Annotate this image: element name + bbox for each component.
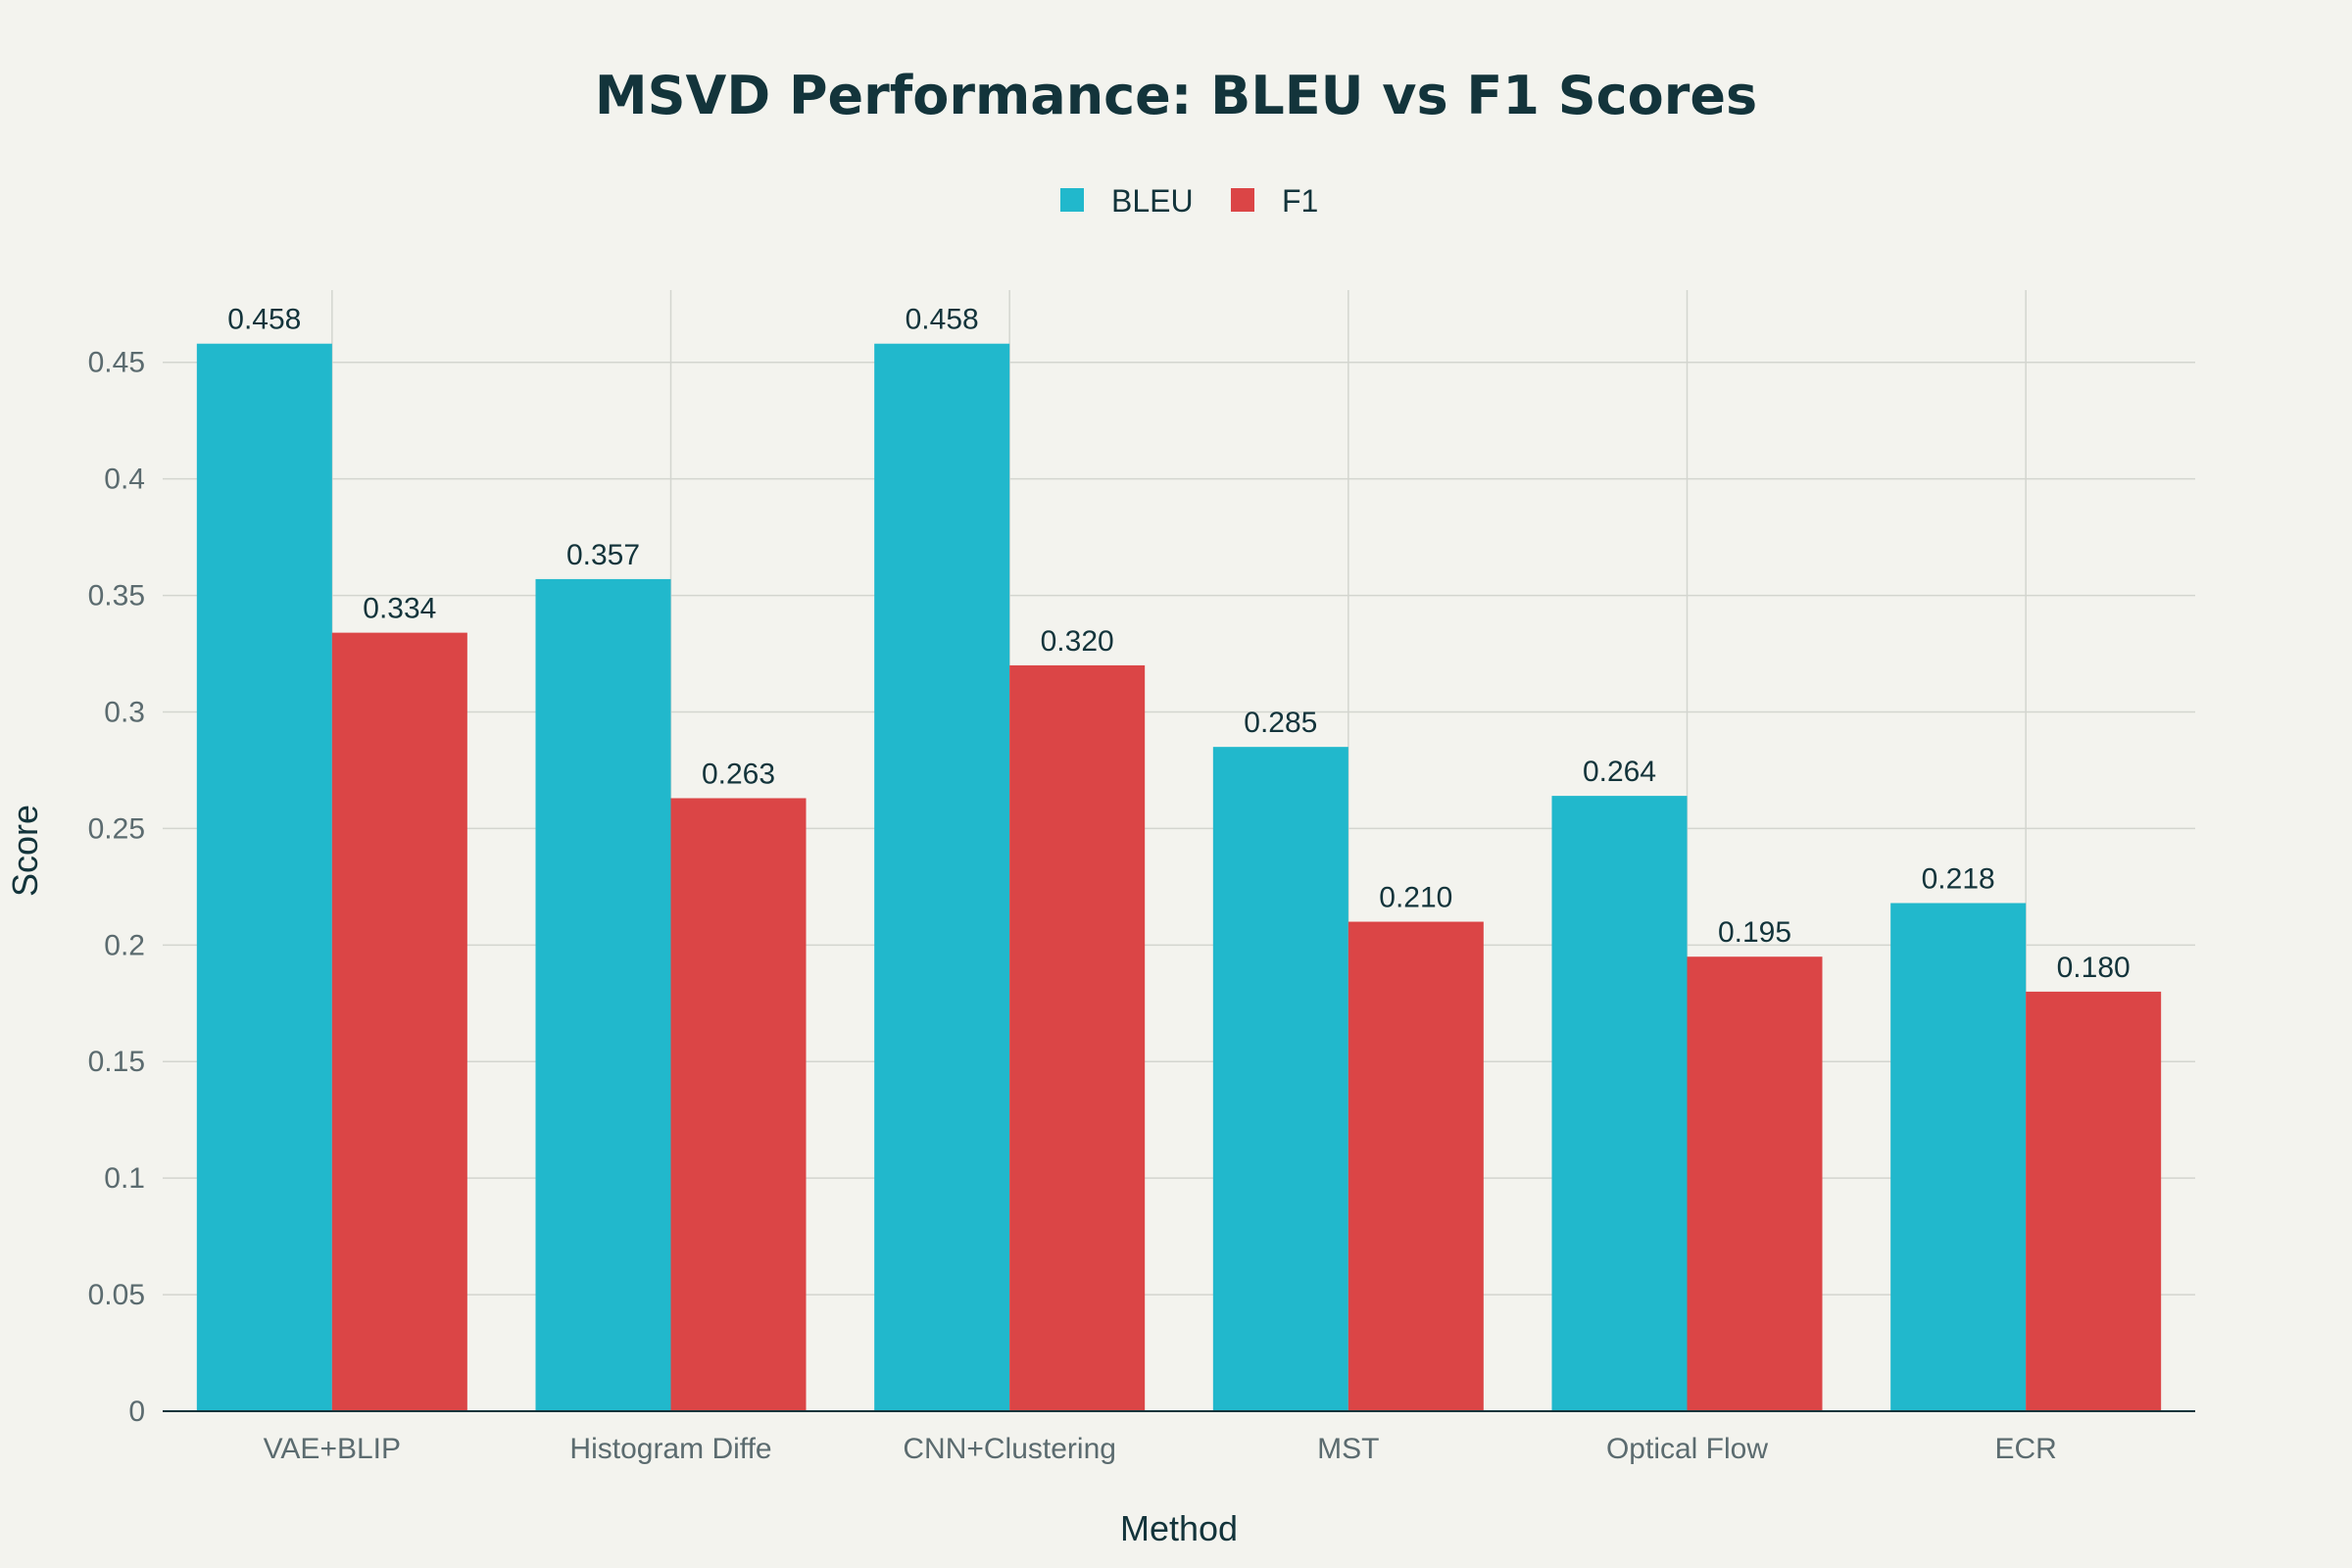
x-tick-label: Optical Flow — [1606, 1433, 1768, 1465]
y-tick-label: 0.4 — [104, 464, 145, 496]
data-label-f1: 0.210 — [1379, 882, 1452, 914]
bar-bleu — [1551, 796, 1688, 1411]
y-tick-label: 0.15 — [88, 1046, 145, 1078]
bar-bleu — [874, 343, 1010, 1412]
y-axis-title: Score — [5, 805, 45, 897]
bar-f1 — [670, 798, 807, 1411]
data-label-f1: 0.195 — [1718, 916, 1791, 949]
data-label-bleu: 0.357 — [566, 539, 640, 571]
bar-f1 — [1687, 956, 1823, 1411]
bar-bleu — [535, 578, 671, 1411]
data-label-f1: 0.263 — [702, 758, 775, 790]
bar-bleu — [1212, 747, 1348, 1411]
y-tick-label: 0.1 — [104, 1162, 145, 1195]
data-label-f1: 0.334 — [363, 593, 436, 625]
data-labels: 0.458 0.334 0.357 0.263 0.458 0.320 0.285 0.210… — [227, 304, 2130, 984]
legend-label-bleu: BLEU — [1111, 183, 1194, 219]
bar-f1 — [1348, 921, 1484, 1411]
chart-title: MSVD Performance: BLEU vs F1 Scores — [595, 65, 1757, 126]
y-axis-ticks: 0 0.05 0.1 0.15 0.2 0.25 0.3 0.35 0.4 0.45 — [88, 347, 145, 1428]
x-tick-label: VAE+BLIP — [264, 1433, 401, 1465]
x-axis-ticks: VAE+BLIP Histogram Diffe CNN+Clustering MST… — [264, 1433, 2057, 1465]
y-tick-label: 0.2 — [104, 929, 145, 961]
x-tick-label: Histogram Diffe — [569, 1433, 771, 1465]
legend: BLEU F1 — [1060, 183, 1318, 219]
bar-f1 — [2026, 991, 2162, 1411]
data-label-bleu: 0.458 — [227, 304, 301, 336]
y-tick-label: 0.3 — [104, 696, 145, 728]
data-label-bleu: 0.218 — [1922, 863, 1995, 896]
data-label-f1: 0.180 — [2057, 952, 2131, 984]
y-tick-label: 0.45 — [88, 347, 145, 379]
bar-f1 — [1009, 664, 1146, 1411]
bar-f1 — [331, 632, 467, 1411]
bars — [196, 343, 2162, 1412]
data-label-f1: 0.320 — [1041, 625, 1114, 658]
x-axis-title: Method — [1120, 1508, 1238, 1548]
data-label-bleu: 0.285 — [1244, 707, 1317, 739]
y-tick-label: 0 — [128, 1396, 145, 1428]
x-tick-label: MST — [1317, 1433, 1379, 1465]
legend-label-f1: F1 — [1282, 183, 1318, 219]
y-tick-label: 0.05 — [88, 1279, 145, 1311]
data-label-bleu: 0.264 — [1583, 756, 1656, 788]
legend-swatch-f1 — [1231, 188, 1254, 212]
bar-bleu — [1890, 903, 2027, 1411]
x-tick-label: CNN+Clustering — [903, 1433, 1116, 1465]
y-tick-label: 0.35 — [88, 580, 145, 612]
legend-swatch-bleu — [1060, 188, 1084, 212]
bar-bleu — [196, 343, 332, 1412]
data-label-bleu: 0.458 — [906, 304, 979, 336]
y-tick-label: 0.25 — [88, 812, 145, 845]
x-tick-label: ECR — [1994, 1433, 2056, 1465]
